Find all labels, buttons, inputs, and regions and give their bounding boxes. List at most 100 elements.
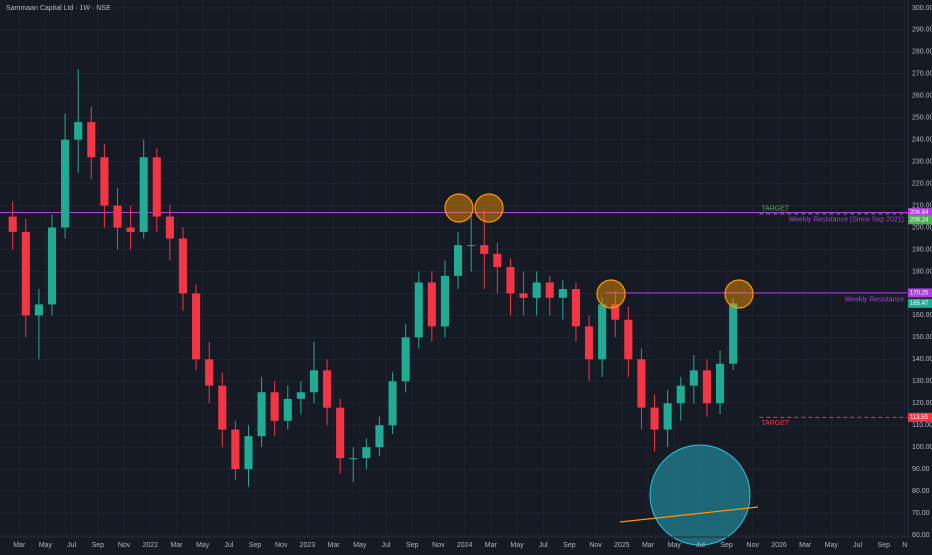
x-tick-label: Mar <box>485 542 498 549</box>
candle-body <box>584 326 594 360</box>
candle-body <box>454 245 463 276</box>
y-tick-label: 110.00 <box>912 422 932 429</box>
candle-body <box>571 289 581 327</box>
x-tick-label: Sep <box>563 542 576 549</box>
y-tick-label: 160.00 <box>912 312 932 319</box>
axes: 60.00 70.00 80.00 90.00 100.00 110.00 120.00 13… <box>13 5 932 549</box>
candle-body <box>532 282 541 298</box>
candle-body <box>283 398 292 421</box>
x-tick-label: Mar <box>642 542 655 549</box>
annotations <box>444 193 759 546</box>
x-tick-label: May <box>825 542 839 549</box>
candle-body <box>440 275 450 327</box>
y-tick-label: 180.00 <box>912 268 932 275</box>
candle-body <box>113 205 122 228</box>
candle-body <box>126 227 135 232</box>
candle-body <box>270 392 279 421</box>
volume-circle <box>649 444 751 546</box>
volume-trendline <box>619 506 759 523</box>
x-tick-label: May <box>510 542 524 549</box>
candles <box>8 69 738 487</box>
y-tick-label: 270.00 <box>912 71 932 78</box>
x-tick-label: Nov <box>432 542 445 549</box>
candle-body <box>205 359 214 386</box>
candle-body <box>34 304 43 316</box>
candle-body <box>21 231 30 316</box>
candle-body <box>729 303 738 364</box>
candle-body <box>375 425 384 448</box>
candle-body <box>309 370 319 393</box>
x-tick-label: Sep <box>92 542 105 549</box>
y-tick-label: 70.00 <box>912 510 930 517</box>
x-tick-label: Jul <box>382 542 391 549</box>
level-label: Weekly Resistance (Since Sep 2021) <box>789 216 904 223</box>
candle-body <box>388 381 397 426</box>
level-label: Weekly Resistance <box>845 297 905 304</box>
y-tick-label: 210.00 <box>912 202 932 209</box>
y-tick-label: 140.00 <box>912 356 932 363</box>
x-tick-label: Nov <box>747 542 760 549</box>
candle-body <box>323 370 332 408</box>
y-tick-label: 250.00 <box>912 115 932 122</box>
candle-body <box>598 304 607 360</box>
price-tag-label: 206.84 <box>910 210 929 216</box>
x-tick-label: Jul <box>224 542 233 549</box>
candle-body <box>336 407 345 459</box>
highlight-circle <box>474 193 504 223</box>
candle-body <box>506 267 515 294</box>
price-tag <box>908 208 932 218</box>
y-tick-label: 200.00 <box>912 224 932 231</box>
x-tick-label: Mar <box>13 542 26 549</box>
candle-body <box>427 282 436 327</box>
y-tick-label: 60.00 <box>912 532 930 539</box>
price-tag <box>908 215 932 225</box>
candle-body <box>637 359 646 408</box>
price-tag-label: 113.59 <box>910 415 929 421</box>
x-tick-label: Sep <box>720 542 733 549</box>
candle-body <box>218 385 227 430</box>
candle-body <box>558 289 567 298</box>
x-tick-label: Mar <box>799 542 812 549</box>
y-tick-label: 120.00 <box>912 400 932 407</box>
x-tick-label: May <box>196 542 210 549</box>
candle-body <box>467 245 476 247</box>
y-tick-label: 100.00 <box>912 444 932 451</box>
level-label: TARGET <box>761 420 790 427</box>
candle-body <box>244 436 253 470</box>
candle-body <box>349 458 358 460</box>
candle-body <box>165 216 174 239</box>
x-tick-label: Sep <box>878 542 891 549</box>
x-tick-label: Mar <box>170 542 183 549</box>
x-tick-label: Nov <box>589 542 602 549</box>
level-label: TARGET <box>761 206 790 213</box>
x-tick-label: May <box>39 542 53 549</box>
candle-body <box>231 429 240 470</box>
candle-body <box>362 447 371 459</box>
x-tick-label: May <box>668 542 682 549</box>
candle-body <box>87 122 96 158</box>
y-tick-label: 240.00 <box>912 137 932 144</box>
highlight-circle <box>444 193 474 223</box>
candle-body <box>139 157 148 232</box>
candle-body <box>8 216 17 232</box>
candle-body <box>152 157 161 217</box>
candle-body <box>100 157 109 206</box>
candle-body <box>663 403 672 430</box>
highlight-circle <box>724 279 754 309</box>
candle-body <box>74 122 83 140</box>
price-tag-label: 170.25 <box>910 290 929 296</box>
x-tick-label: Jul <box>853 542 862 549</box>
x-tick-label: Mar <box>328 542 341 549</box>
candle-body <box>257 392 266 437</box>
x-tick-label: Jul <box>539 542 548 549</box>
candle-body <box>689 370 698 386</box>
x-tick-label: Sep <box>249 542 262 549</box>
candle-body <box>676 385 685 404</box>
candle-body <box>296 392 305 399</box>
candle-body <box>545 282 554 298</box>
y-tick-label: 300.00 <box>912 5 932 12</box>
candle-body <box>624 319 633 360</box>
price-tag <box>908 412 932 422</box>
candle-body <box>178 238 188 294</box>
price-tag <box>908 288 932 298</box>
